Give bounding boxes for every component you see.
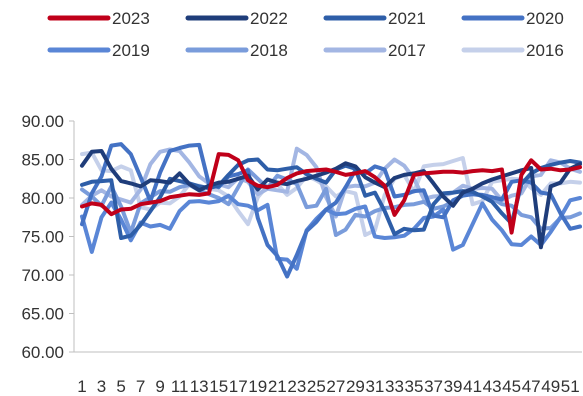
- x-tick-label: 13: [190, 377, 209, 396]
- x-tick-label: 47: [522, 377, 541, 396]
- legend-label-2022: 2022: [250, 9, 288, 28]
- y-axis-ticks: 60.00 65.00 70.00 75.00 80.00 85.00 90.00: [21, 112, 74, 362]
- legend-label-2017: 2017: [388, 41, 426, 60]
- y-tick-label: 70.00: [21, 266, 64, 285]
- x-tick-label: 23: [287, 377, 306, 396]
- legend-label-2016: 2016: [526, 41, 564, 60]
- legend-label-2023: 2023: [112, 9, 150, 28]
- x-tick-label: 45: [502, 377, 521, 396]
- series-line-2023: [80, 152, 582, 235]
- x-tick-label: 39: [444, 377, 463, 396]
- x-tick-label: 31: [365, 377, 384, 396]
- series-line-2016: [80, 150, 582, 237]
- x-tick-label: 15: [209, 377, 228, 396]
- x-tick-label: 51: [561, 377, 580, 396]
- legend-label-2021: 2021: [388, 9, 426, 28]
- series-line-2019: [80, 193, 582, 271]
- x-tick-label: 43: [483, 377, 502, 396]
- y-tick-label: 85.00: [21, 151, 64, 170]
- x-tick-label: 9: [155, 377, 164, 396]
- x-tick-label: 29: [346, 377, 365, 396]
- y-tick-label: 80.00: [21, 189, 64, 208]
- x-tick-label: 17: [229, 377, 248, 396]
- x-tick-label: 19: [248, 377, 267, 396]
- series-line-2020: [80, 142, 582, 279]
- legend-label-2020: 2020: [526, 9, 564, 28]
- x-tick-label: 7: [136, 377, 145, 396]
- x-tick-label: 27: [326, 377, 345, 396]
- x-axis-ticks: 1 3 5 7 9 11 13 15 17 19 21 23 25 27 29 31 33 35 37 39 41 43 4…: [77, 377, 579, 396]
- x-tick-label: 5: [116, 377, 125, 396]
- x-tick-label: 1: [77, 377, 86, 396]
- series-lines: [80, 142, 582, 279]
- x-tick-label: 33: [385, 377, 404, 396]
- x-tick-label: 25: [307, 377, 326, 396]
- legend-label-2019: 2019: [112, 41, 150, 60]
- y-tick-label: 90.00: [21, 112, 64, 131]
- legend-label-2018: 2018: [250, 41, 288, 60]
- x-tick-label: 11: [171, 377, 189, 396]
- chart-legend: 2023 2022 2021 2020 2019 2018 2017 2016: [47, 9, 564, 60]
- x-tick-label: 49: [541, 377, 560, 396]
- y-tick-label: 75.00: [21, 228, 64, 247]
- x-tick-label: 35: [405, 377, 424, 396]
- x-tick-label: 37: [424, 377, 443, 396]
- x-tick-label: 41: [463, 377, 482, 396]
- x-tick-label: 21: [268, 377, 287, 396]
- series-line-2021: [80, 157, 582, 240]
- y-tick-label: 65.00: [21, 305, 64, 324]
- y-tick-label: 60.00: [21, 343, 64, 362]
- x-tick-label: 3: [97, 377, 106, 396]
